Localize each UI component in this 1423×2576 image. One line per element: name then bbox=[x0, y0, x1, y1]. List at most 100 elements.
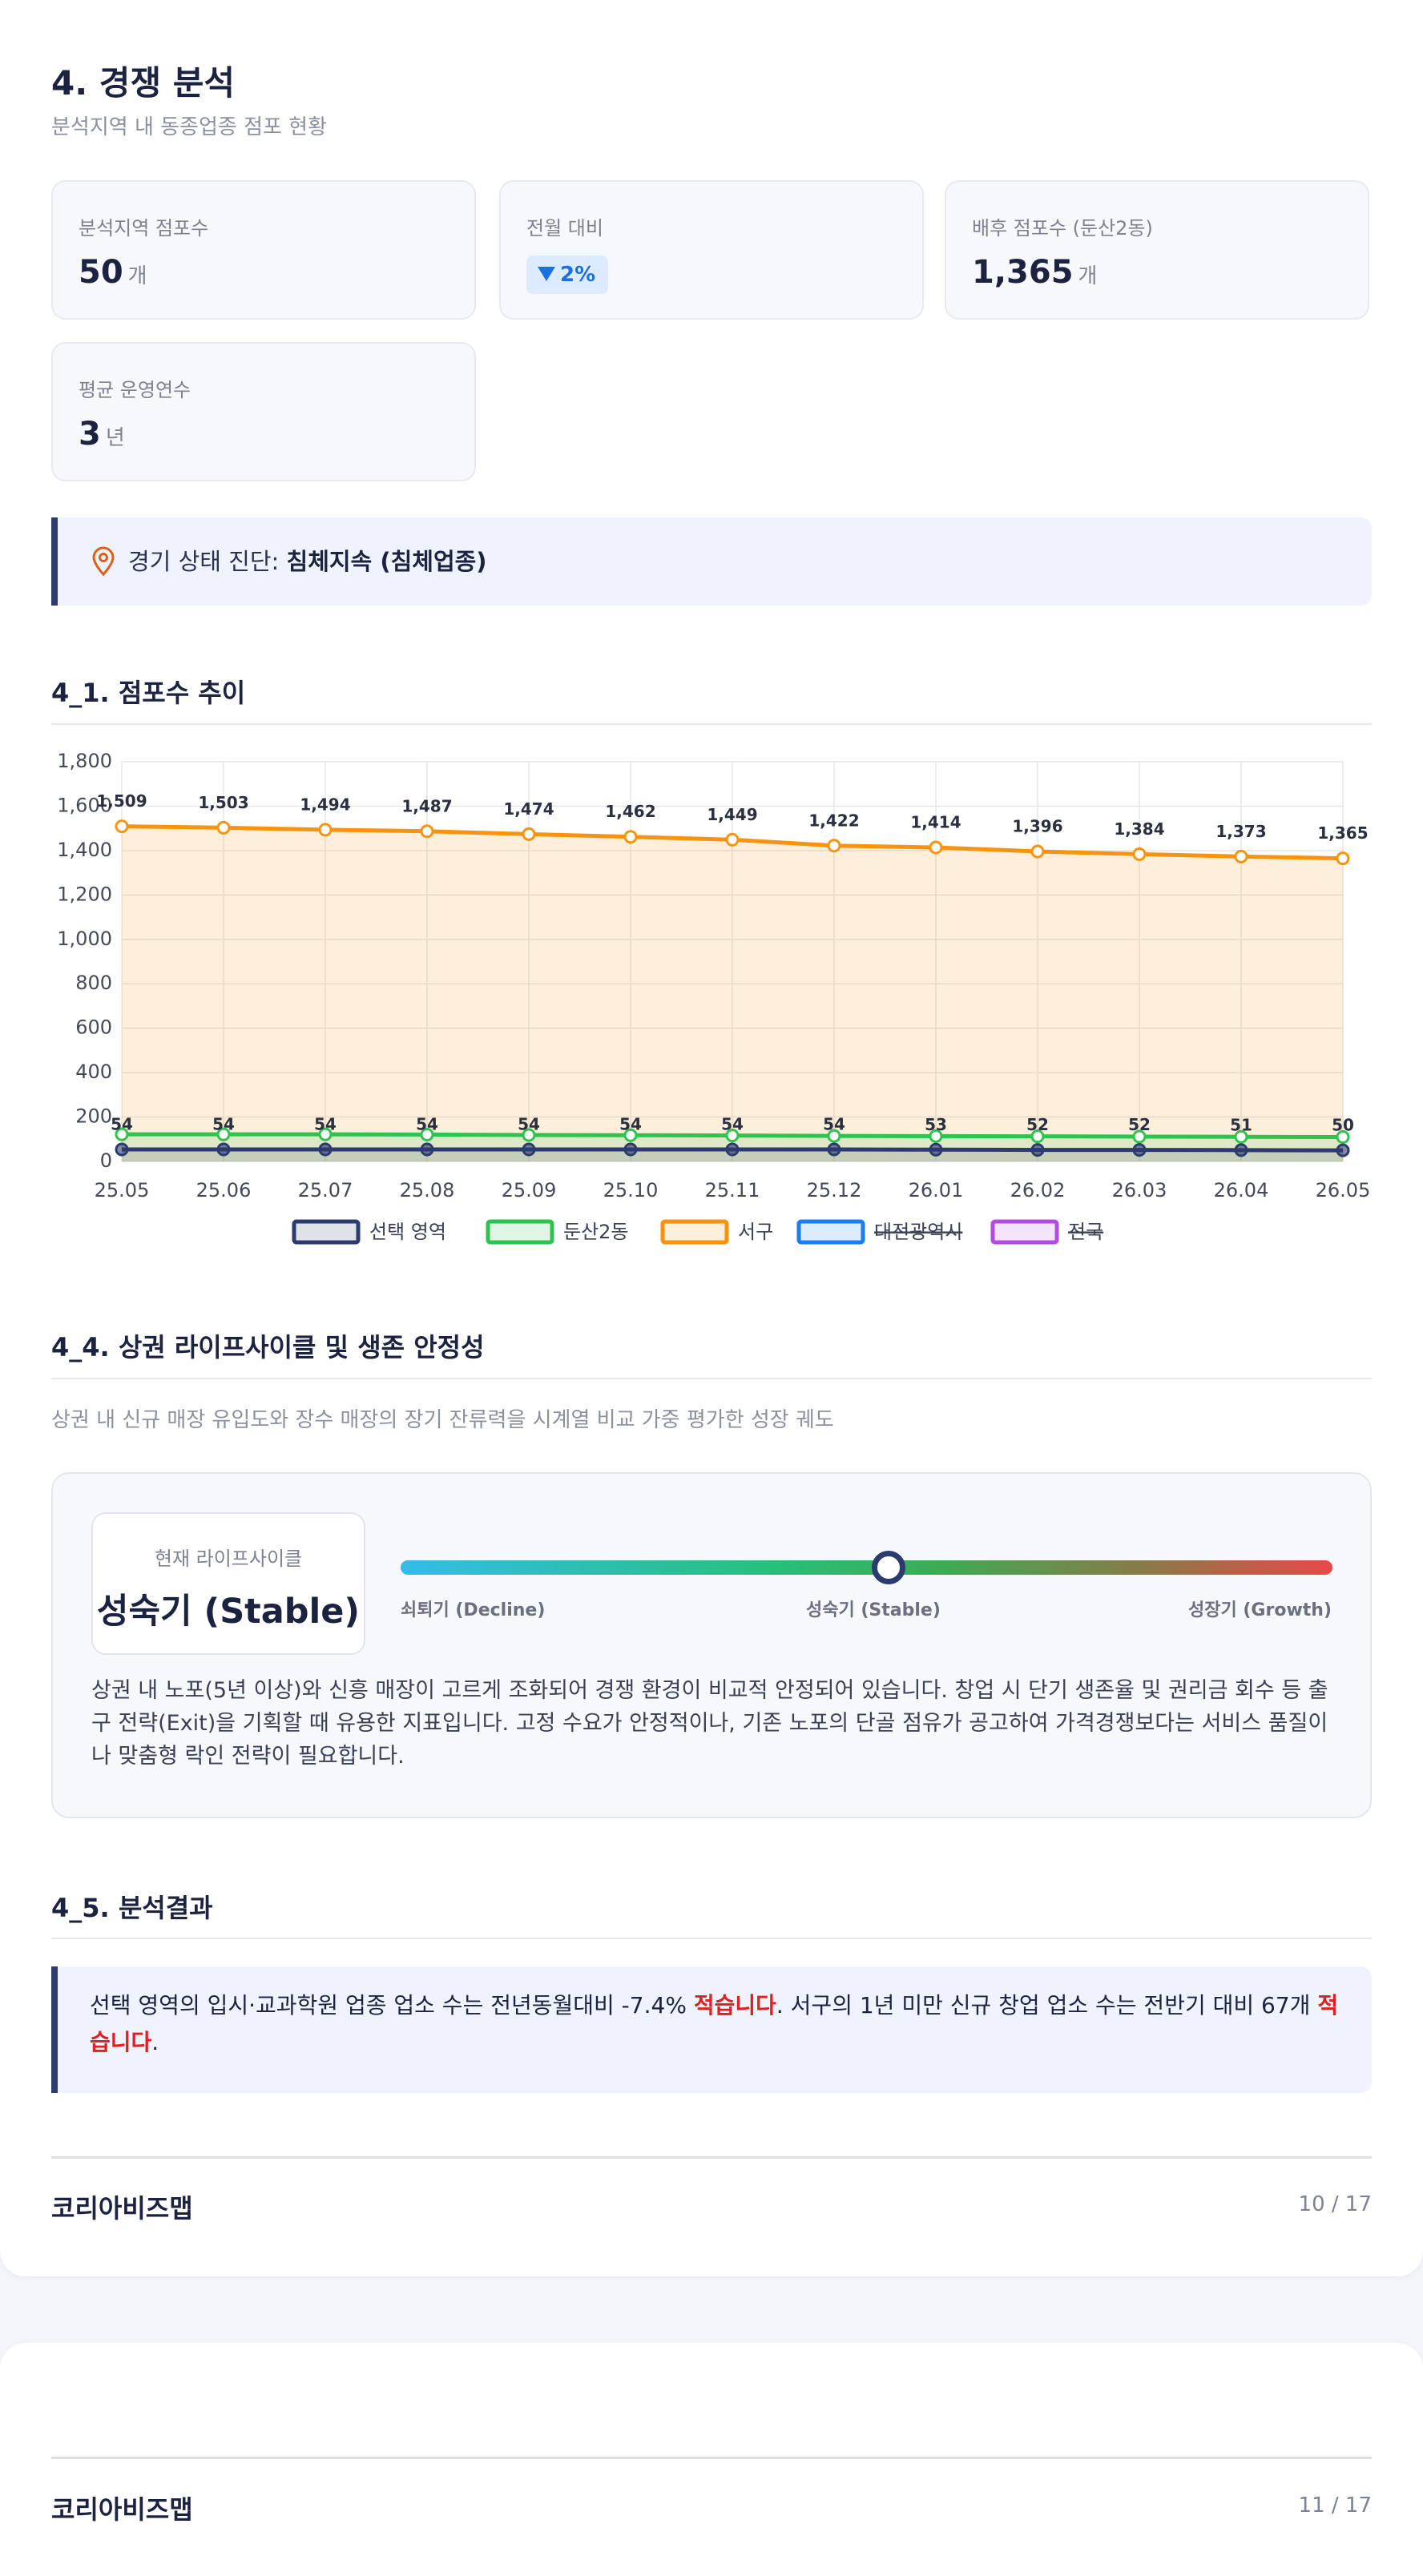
data-label: 54 bbox=[314, 1115, 337, 1134]
page-subtitle: 분석지역 내 동종업종 점포 현황 bbox=[51, 115, 328, 139]
divider bbox=[51, 1378, 1372, 1379]
legend-label: 전국 bbox=[1068, 1221, 1103, 1243]
result-text: 선택 영역의 입시·교과학원 업종 업소 수는 전년동월대비 -7.4% bbox=[90, 1992, 694, 2019]
y-tick-label: 1,600 bbox=[57, 794, 112, 816]
stat-card: 배후 점포수 (둔산2동) 1,365 개 bbox=[945, 180, 1369, 320]
pin-icon bbox=[92, 546, 115, 577]
point bbox=[929, 1142, 943, 1157]
point bbox=[216, 1142, 231, 1157]
point bbox=[1132, 1129, 1147, 1144]
stat-unit: 년 bbox=[105, 426, 125, 450]
point bbox=[725, 832, 740, 847]
data-label: 1,422 bbox=[808, 811, 859, 830]
data-label: 54 bbox=[518, 1115, 540, 1134]
data-label: 52 bbox=[1128, 1115, 1151, 1134]
legend-item: 대전광역시 bbox=[796, 1219, 962, 1245]
x-tick-label: 25.11 bbox=[705, 1179, 760, 1201]
footer-brand: 코리아비즈맵 bbox=[51, 2494, 193, 2525]
stat-label: 분석지역 점포수 bbox=[79, 217, 209, 239]
current-stage: 성숙기 (Stable) bbox=[96, 1592, 361, 1632]
legend-swatch bbox=[292, 1219, 361, 1245]
x-tick-label: 25.07 bbox=[298, 1179, 353, 1201]
legend-swatch bbox=[660, 1219, 729, 1245]
point bbox=[1234, 1143, 1248, 1157]
data-label: 53 bbox=[925, 1115, 947, 1134]
point bbox=[1132, 847, 1147, 861]
result-highlight: 적습니다 bbox=[693, 1992, 776, 2019]
diagnosis-label: 경기 상태 진단: bbox=[128, 548, 280, 575]
legend-label: 선택 영역 bbox=[369, 1221, 446, 1243]
diagnosis-text: 경기 상태 진단: 침체지속 (침체업종) bbox=[128, 543, 487, 577]
point bbox=[522, 1142, 536, 1157]
point bbox=[725, 1142, 740, 1157]
result-text: . bbox=[151, 2029, 159, 2055]
point bbox=[115, 1142, 129, 1157]
x-tick-label: 26.04 bbox=[1214, 1179, 1269, 1201]
stat-card: 분석지역 점포수 50 개 bbox=[51, 180, 476, 320]
point bbox=[827, 839, 841, 853]
line-chart: 0 200 400 600 800 1,000 1,200 1,400 1,600 1,800 25… bbox=[57, 750, 1370, 1245]
lifecycle-panel: 현재 라이프사이클 성숙기 (Stable) 쇠퇴기 (Decline) 성숙기… bbox=[51, 1472, 1372, 1818]
y-tick-label: 1,800 bbox=[57, 750, 112, 772]
point bbox=[1030, 1143, 1045, 1157]
lifecycle-track bbox=[401, 1560, 1332, 1575]
data-label: 1,449 bbox=[707, 805, 757, 824]
page-title: 4. 경쟁 분석 bbox=[51, 63, 235, 103]
y-tick-label: 1,400 bbox=[57, 839, 112, 861]
page-number: 10 / 17 bbox=[1298, 2192, 1372, 2216]
lifecycle-indicator bbox=[872, 1551, 905, 1584]
stat-label: 배후 점포수 (둔산2동) bbox=[972, 217, 1153, 239]
y-tick-label: 1,200 bbox=[57, 883, 112, 905]
data-label: 1,474 bbox=[503, 799, 554, 819]
stat-value: 3 bbox=[79, 416, 101, 453]
point bbox=[1336, 1143, 1350, 1157]
point bbox=[216, 820, 231, 835]
y-tick-label: 400 bbox=[75, 1061, 112, 1083]
data-label: 1,365 bbox=[1317, 823, 1368, 843]
point bbox=[522, 827, 536, 841]
point bbox=[522, 1128, 536, 1142]
point bbox=[318, 1142, 333, 1157]
section-title: 4_1. 점포수 추이 bbox=[51, 678, 246, 708]
data-label: 54 bbox=[111, 1115, 133, 1134]
data-label: 51 bbox=[1230, 1115, 1252, 1134]
stat-value-row: 50 개 bbox=[79, 254, 147, 291]
data-label: 1,414 bbox=[910, 813, 961, 832]
section-title: 4_4. 상권 라이프사이클 및 생존 안정성 bbox=[51, 1332, 485, 1362]
series-area bbox=[122, 826, 1343, 1161]
point bbox=[1336, 1130, 1350, 1145]
stat-value-row: 1,365 개 bbox=[972, 254, 1097, 291]
legend-item: 서구 bbox=[660, 1219, 773, 1245]
legend: 선택 영역 둔산2동 서구 대전광역시 전국 bbox=[292, 1219, 1103, 1245]
stage-label: 성숙기 (Stable) bbox=[806, 1600, 941, 1620]
stat-unit: 개 bbox=[127, 264, 147, 288]
result-text: . 서구의 1년 미만 신규 창업 업소 수는 전반기 대비 67개 bbox=[776, 1992, 1318, 2019]
legend-item: 전국 bbox=[990, 1219, 1103, 1245]
footer-divider bbox=[51, 2156, 1372, 2159]
section-description: 상권 내 신규 매장 유입도와 장수 매장의 장기 잔류력을 시계열 비교 가중… bbox=[51, 1408, 834, 1432]
diagnosis-box: 경기 상태 진단: 침체지속 (침체업종) bbox=[51, 517, 1372, 606]
stat-unit: 개 bbox=[1078, 264, 1098, 288]
current-stage-label: 현재 라이프사이클 bbox=[154, 1548, 303, 1570]
legend-swatch bbox=[796, 1219, 865, 1245]
result-box: 선택 영역의 입시·교과학원 업종 업소 수는 전년동월대비 -7.4% 적습니… bbox=[51, 1966, 1372, 2093]
data-label: 1,384 bbox=[1114, 819, 1164, 839]
stat-card: 전월 대비 2% bbox=[499, 180, 924, 320]
data-label: 54 bbox=[212, 1115, 235, 1134]
data-label: 1,503 bbox=[198, 793, 248, 812]
x-tick-label: 25.06 bbox=[196, 1179, 252, 1201]
legend-label: 서구 bbox=[738, 1221, 773, 1243]
x-tick-label: 25.12 bbox=[807, 1179, 862, 1201]
legend-item: 둔산2동 bbox=[486, 1219, 629, 1245]
diagnosis-status: 침체지속 (침체업종) bbox=[286, 548, 487, 575]
lifecycle-body: 상권 내 노포(5년 이상)와 신흥 매장이 고르게 조화되어 경쟁 환경이 비… bbox=[91, 1678, 1328, 1769]
data-label: 54 bbox=[721, 1115, 744, 1134]
y-tick-label: 0 bbox=[100, 1149, 112, 1172]
point bbox=[623, 1128, 638, 1142]
point bbox=[1132, 1143, 1147, 1157]
data-label: 1,396 bbox=[1012, 816, 1062, 835]
data-label: 1,494 bbox=[300, 795, 350, 814]
point bbox=[1234, 1129, 1248, 1144]
